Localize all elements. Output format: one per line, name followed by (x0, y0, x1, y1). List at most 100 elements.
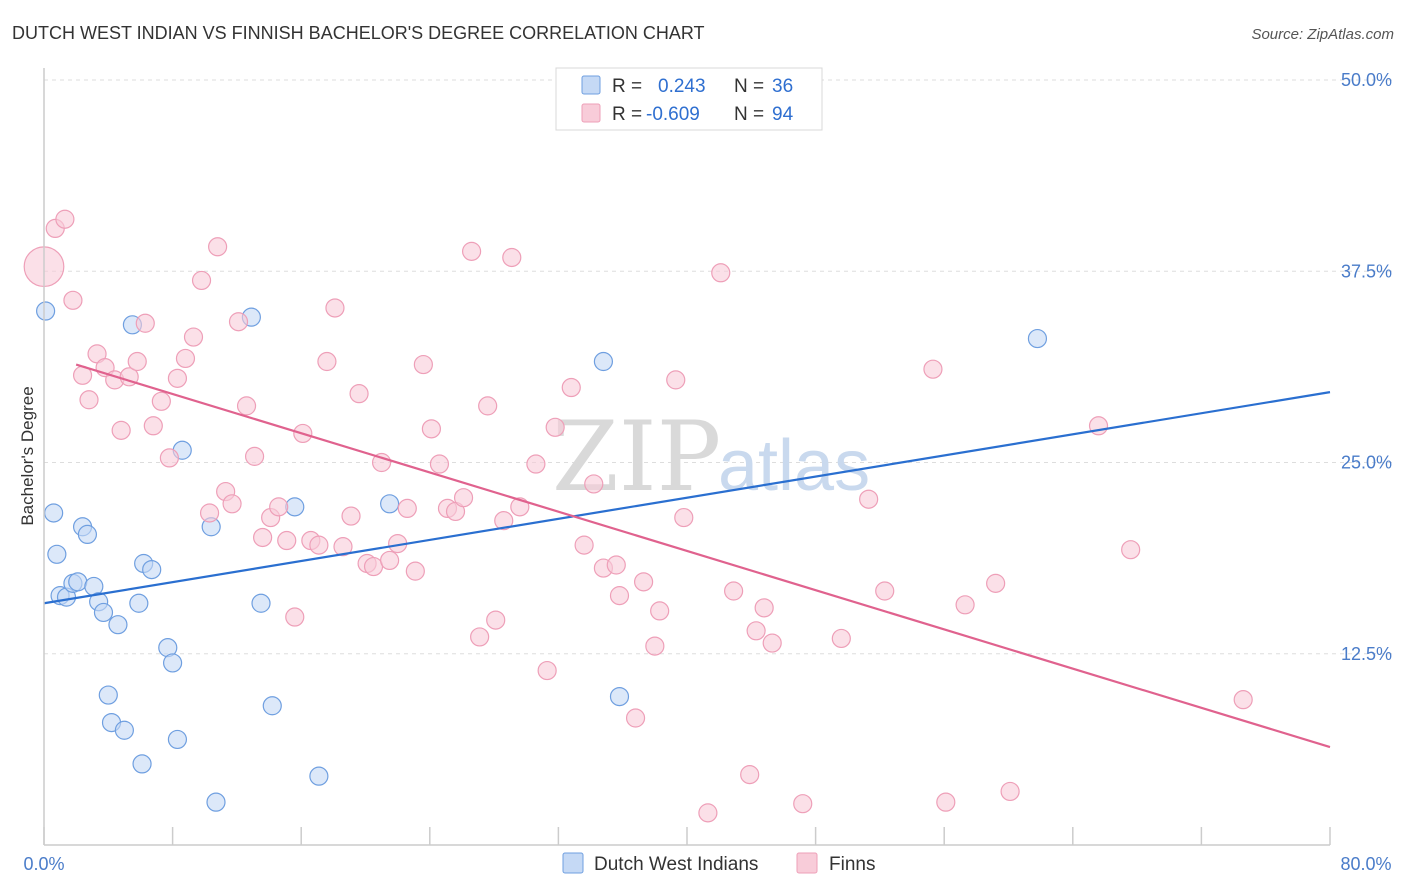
point-finns-80 (754, 598, 774, 618)
point-finns-81 (762, 633, 782, 653)
point-finns-23 (222, 494, 242, 514)
point-dutch-west-indians-31 (309, 766, 329, 786)
point-finns-3 (63, 290, 83, 310)
y-axis-tick-labels: 12.5% 25.0% 37.5% 50.0% (1341, 70, 1392, 664)
point-finns-88 (955, 595, 975, 615)
point-dutch-west-indians-8 (77, 524, 98, 545)
trend-line-dutch-west-indians (43, 391, 1331, 605)
point-finns-78 (740, 765, 760, 785)
point-finns-35 (317, 351, 337, 372)
point-finns-18 (183, 327, 204, 347)
point-finns-14 (151, 391, 171, 411)
point-dutch-west-indians-17 (129, 593, 149, 613)
point-finns-87 (936, 792, 956, 812)
stats-r-label-finns: R = (612, 104, 642, 125)
y-tick-label-0: 12.5% (1341, 644, 1392, 664)
data-points (23, 209, 1253, 823)
point-finns-49 (429, 454, 450, 474)
y-tick-label-3: 50.0% (1341, 70, 1392, 90)
stats-legend: R = 0.243 N = 36 R = -0.609 N = 94 (555, 67, 823, 131)
point-finns-82 (793, 794, 813, 814)
point-finns-70 (633, 572, 654, 592)
point-dutch-west-indians-28 (251, 593, 271, 613)
y-tick-label-2: 37.5% (1341, 261, 1392, 281)
chart-source: Source: ZipAtlas.com (1251, 26, 1394, 43)
point-finns-38 (341, 506, 361, 526)
point-dutch-west-indians-15 (114, 720, 134, 740)
watermark-atlas: atlas (718, 426, 870, 506)
point-finns-54 (470, 627, 490, 647)
stats-n-label-finns: N = (734, 104, 764, 125)
legend-label-finns: Finns (829, 854, 875, 875)
point-finns-65 (584, 474, 604, 494)
point-dutch-west-indians-35 (1027, 328, 1048, 349)
point-finns-84 (859, 489, 879, 509)
point-finns-56 (486, 610, 506, 630)
point-finns-90 (1000, 781, 1020, 802)
stats-n-label-dutch: N = (734, 76, 764, 97)
point-dutch-west-indians-11 (93, 602, 114, 623)
watermark-zip: ZIP (552, 401, 721, 513)
point-dutch-west-indians-33 (593, 351, 614, 372)
stats-r-label-dutch: R = (612, 76, 642, 97)
point-finns-83 (831, 628, 851, 649)
trend-line-finns (75, 363, 1331, 749)
point-finns-85 (875, 581, 895, 601)
point-finns-11 (127, 351, 147, 372)
point-finns-52 (453, 488, 474, 508)
point-finns-73 (666, 370, 686, 390)
point-finns-34 (309, 535, 329, 555)
point-finns-63 (561, 377, 581, 398)
point-finns-21 (208, 237, 228, 257)
stats-swatch-finns (581, 103, 601, 123)
point-finns-12 (135, 313, 155, 333)
y-axis-label: Bachelor's Degree (18, 386, 37, 525)
point-finns-48 (421, 419, 442, 439)
point-dutch-west-indians-26 (206, 792, 226, 812)
point-finns-26 (244, 446, 265, 466)
point-finns-62 (545, 417, 565, 437)
point-dutch-west-indians-6 (68, 572, 88, 592)
point-dutch-west-indians-23 (167, 729, 188, 750)
point-dutch-west-indians-20 (132, 754, 152, 774)
point-finns-67 (606, 555, 626, 575)
point-finns-36 (325, 298, 345, 318)
point-finns-92 (1121, 540, 1141, 560)
point-dutch-west-indians-13 (98, 685, 118, 705)
x-tick-label-max: 80.0% (1340, 854, 1391, 874)
point-dutch-west-indians-30 (285, 497, 305, 517)
point-finns-57 (494, 511, 514, 531)
point-finns-76 (711, 263, 731, 283)
point-finns-41 (363, 556, 384, 577)
point-finns-37 (333, 537, 353, 557)
point-finns-30 (277, 530, 297, 551)
point-finns-29 (269, 497, 289, 517)
point-finns-13 (143, 416, 163, 436)
point-finns-45 (397, 498, 417, 518)
watermark: ZIP atlas (552, 401, 870, 513)
point-finns-20 (199, 503, 220, 523)
point-finns-15 (159, 448, 179, 468)
point-finns-68 (609, 586, 630, 606)
point-finns-2 (55, 209, 75, 229)
point-finns-43 (380, 550, 400, 571)
point-dutch-west-indians-32 (380, 494, 400, 514)
stats-n-value-finns: 94 (772, 104, 794, 125)
point-finns-61 (537, 660, 557, 681)
point-finns-72 (650, 601, 670, 621)
point-finns-27 (253, 527, 273, 548)
point-finns-77 (724, 581, 744, 601)
x-tick-label-min: 0.0% (23, 854, 64, 874)
point-finns-47 (413, 354, 433, 375)
point-finns-58 (502, 247, 522, 268)
stats-r-value-finns: -0.609 (646, 104, 700, 125)
stats-n-value-dutch: 36 (772, 76, 793, 97)
point-finns-79 (746, 621, 766, 641)
point-finns-46 (405, 561, 425, 581)
stats-swatch-dutch (581, 75, 601, 95)
x-axis-ticks (43, 827, 1331, 845)
point-finns-19 (191, 270, 212, 291)
point-dutch-west-indians-34 (609, 686, 630, 707)
point-finns-17 (175, 348, 196, 369)
point-finns-39 (349, 384, 369, 404)
